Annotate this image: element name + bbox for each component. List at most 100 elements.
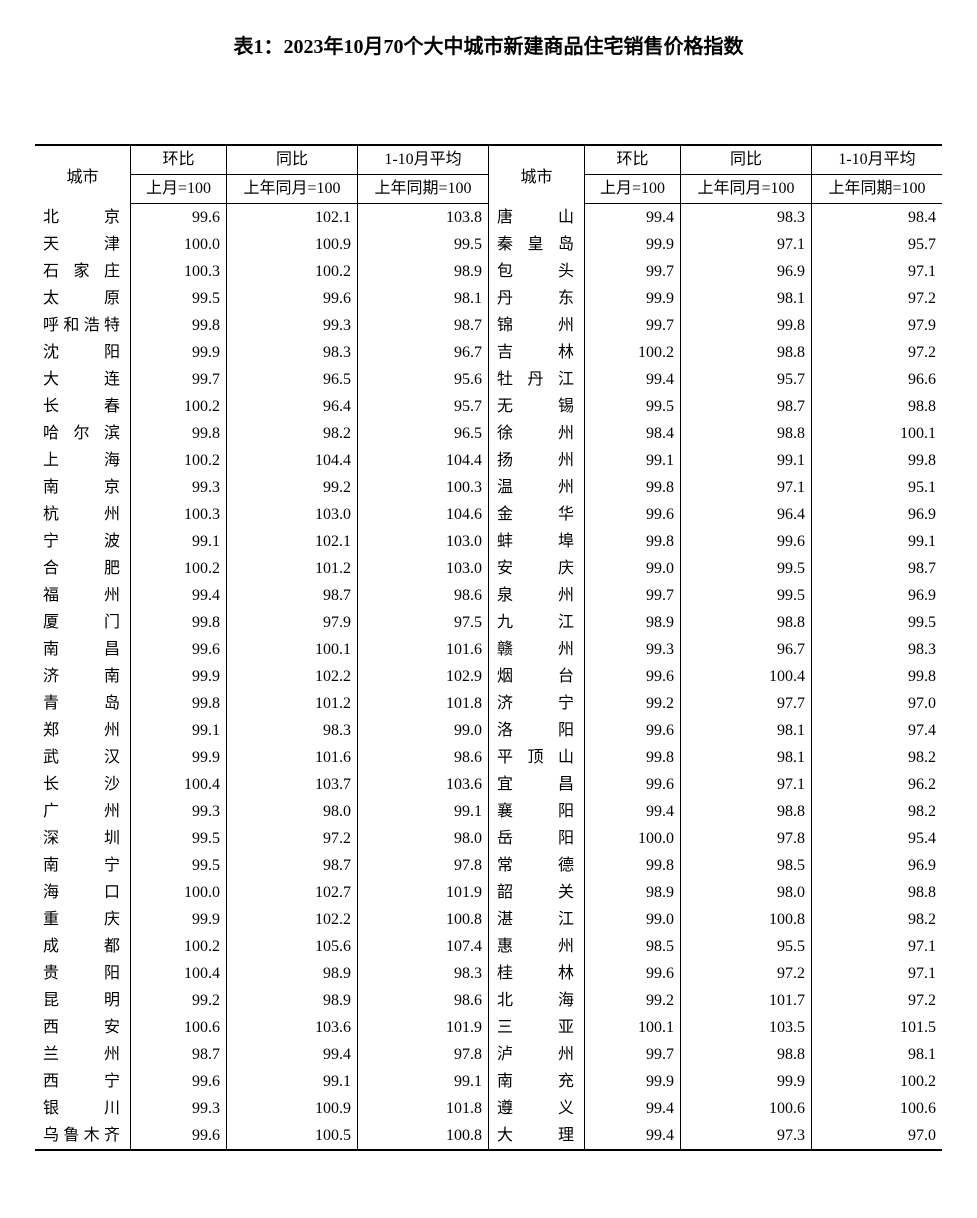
city-name-left: 银川: [35, 1095, 131, 1122]
avg-value-right: 97.9: [812, 312, 943, 339]
avg-value-left: 101.9: [358, 879, 489, 906]
avg-value-left: 104.4: [358, 447, 489, 474]
yoy-value-right: 101.7: [681, 987, 812, 1014]
avg-value-right: 98.1: [812, 1041, 943, 1068]
yoy-value-right: 98.8: [681, 420, 812, 447]
yoy-value-left: 98.7: [227, 852, 358, 879]
yoy-value-left: 98.3: [227, 339, 358, 366]
city-name-right: 九江: [489, 609, 585, 636]
yoy-value-left: 96.4: [227, 393, 358, 420]
avg-value-left: 101.8: [358, 690, 489, 717]
city-name-left: 杭州: [35, 501, 131, 528]
mom-value-right: 99.9: [585, 285, 681, 312]
table-row: 兰州98.799.497.8泸州99.798.898.1: [35, 1041, 942, 1068]
avg-value-left: 98.1: [358, 285, 489, 312]
yoy-value-right: 97.3: [681, 1122, 812, 1150]
table-row: 南京99.399.2100.3温州99.897.195.1: [35, 474, 942, 501]
city-name-left: 深圳: [35, 825, 131, 852]
mom-value-left: 99.1: [131, 528, 227, 555]
city-name-right: 平顶山: [489, 744, 585, 771]
yoy-value-right: 103.5: [681, 1014, 812, 1041]
yoy-value-right: 98.8: [681, 609, 812, 636]
mom-value-left: 99.9: [131, 906, 227, 933]
city-name-left: 昆明: [35, 987, 131, 1014]
yoy-value-right: 98.1: [681, 285, 812, 312]
mom-value-right: 99.6: [585, 717, 681, 744]
mom-value-left: 99.6: [131, 1122, 227, 1150]
yoy-value-left: 102.1: [227, 204, 358, 232]
avg-value-right: 97.0: [812, 690, 943, 717]
mom-value-right: 99.7: [585, 1041, 681, 1068]
mom-value-left: 99.3: [131, 1095, 227, 1122]
mom-value-left: 100.2: [131, 447, 227, 474]
mom-value-right: 99.8: [585, 528, 681, 555]
table-row: 长春100.296.495.7无锡99.598.798.8: [35, 393, 942, 420]
avg-value-left: 99.1: [358, 798, 489, 825]
header-yoy-left: 同比: [227, 145, 358, 175]
avg-value-left: 104.6: [358, 501, 489, 528]
yoy-value-left: 100.2: [227, 258, 358, 285]
table-row: 济南99.9102.2102.9烟台99.6100.499.8: [35, 663, 942, 690]
header-mom-right: 环比: [585, 145, 681, 175]
yoy-value-left: 98.0: [227, 798, 358, 825]
yoy-value-left: 102.1: [227, 528, 358, 555]
avg-value-left: 95.7: [358, 393, 489, 420]
avg-value-left: 101.6: [358, 636, 489, 663]
table-row: 乌鲁木齐99.6100.5100.8大理99.497.397.0: [35, 1122, 942, 1150]
mom-value-right: 98.5: [585, 933, 681, 960]
city-name-right: 温州: [489, 474, 585, 501]
mom-value-right: 99.8: [585, 474, 681, 501]
yoy-value-left: 99.6: [227, 285, 358, 312]
city-name-left: 长沙: [35, 771, 131, 798]
mom-value-right: 99.9: [585, 1068, 681, 1095]
yoy-value-right: 97.1: [681, 474, 812, 501]
avg-value-right: 98.2: [812, 906, 943, 933]
yoy-value-right: 97.1: [681, 771, 812, 798]
avg-value-left: 99.5: [358, 231, 489, 258]
yoy-value-right: 98.0: [681, 879, 812, 906]
mom-value-left: 99.3: [131, 474, 227, 501]
city-name-right: 三亚: [489, 1014, 585, 1041]
city-name-right: 济宁: [489, 690, 585, 717]
yoy-value-right: 100.8: [681, 906, 812, 933]
avg-value-left: 95.6: [358, 366, 489, 393]
city-name-right: 吉林: [489, 339, 585, 366]
city-name-left: 哈尔滨: [35, 420, 131, 447]
city-name-right: 泉州: [489, 582, 585, 609]
city-name-left: 南昌: [35, 636, 131, 663]
mom-value-left: 99.6: [131, 204, 227, 232]
yoy-value-left: 100.9: [227, 1095, 358, 1122]
mom-value-left: 99.5: [131, 285, 227, 312]
city-name-left: 合肥: [35, 555, 131, 582]
table-row: 银川99.3100.9101.8遵义99.4100.6100.6: [35, 1095, 942, 1122]
city-name-left: 郑州: [35, 717, 131, 744]
table-row: 成都100.2105.6107.4惠州98.595.597.1: [35, 933, 942, 960]
city-name-right: 常德: [489, 852, 585, 879]
city-name-left: 南京: [35, 474, 131, 501]
mom-value-right: 100.2: [585, 339, 681, 366]
yoy-value-right: 100.4: [681, 663, 812, 690]
avg-value-left: 98.9: [358, 258, 489, 285]
avg-value-right: 96.9: [812, 852, 943, 879]
yoy-value-right: 99.9: [681, 1068, 812, 1095]
mom-value-right: 99.6: [585, 663, 681, 690]
mom-value-left: 100.3: [131, 258, 227, 285]
table-row: 合肥100.2101.2103.0安庆99.099.598.7: [35, 555, 942, 582]
header-avg-sub-left: 上年同期=100: [358, 175, 489, 204]
mom-value-right: 98.4: [585, 420, 681, 447]
city-name-left: 北京: [35, 204, 131, 232]
header-avg-sub-right: 上年同期=100: [812, 175, 943, 204]
table-row: 昆明99.298.998.6北海99.2101.797.2: [35, 987, 942, 1014]
avg-value-left: 98.3: [358, 960, 489, 987]
avg-value-right: 100.2: [812, 1068, 943, 1095]
avg-value-right: 96.6: [812, 366, 943, 393]
header-mom-sub-right: 上月=100: [585, 175, 681, 204]
yoy-value-right: 97.1: [681, 231, 812, 258]
avg-value-left: 98.0: [358, 825, 489, 852]
mom-value-right: 99.7: [585, 312, 681, 339]
table-row: 青岛99.8101.2101.8济宁99.297.797.0: [35, 690, 942, 717]
mom-value-right: 99.0: [585, 555, 681, 582]
yoy-value-left: 98.7: [227, 582, 358, 609]
city-name-left: 乌鲁木齐: [35, 1122, 131, 1150]
mom-value-left: 99.8: [131, 609, 227, 636]
